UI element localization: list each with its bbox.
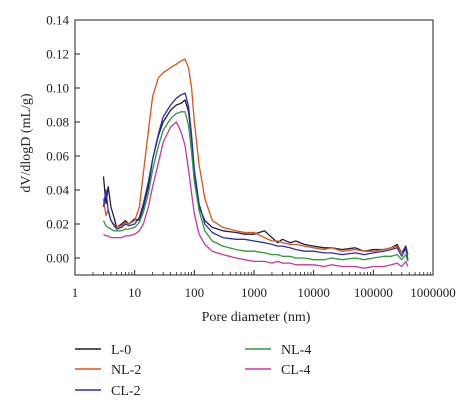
y-tick-label: 0.14 [46,13,69,28]
y-tick-label: 0.10 [46,81,69,96]
series-line-nl-2 [102,58,409,255]
y-tick-label: 0.04 [46,183,69,198]
series-layer [102,58,409,269]
plot-frame [74,19,434,276]
y-tick-label: 0.06 [46,149,69,164]
y-axis-ticks: 0.00 0.02 0.04 0.06 0.08 0.10 0.12 0.14 [46,13,80,266]
x-tick-label: 1 [72,285,79,300]
x-axis-ticks: 1 10 100 1000 10000 100000 1000000 [72,270,456,300]
plot-border [74,19,434,276]
x-tick-label: 1000000 [410,285,456,300]
legend-label: NL-4 [281,343,311,358]
y-tick-label: 0.08 [46,115,69,130]
x-tick-label: 100 [185,285,205,300]
series-line-nl-4 [102,111,409,262]
x-tick-label: 10 [128,285,141,300]
y-tick-label: 0.00 [46,251,69,266]
legend: L-0 NL-2 CL-2 NL-4 CL-4 [75,343,311,399]
x-tick-label: 100000 [354,285,393,300]
series-line-cl-2 [102,92,409,260]
x-axis-label: Pore diameter (nm) [202,310,311,325]
y-tick-label: 0.12 [46,47,69,62]
series-line-cl-4 [103,121,409,269]
legend-label: CL-4 [281,363,311,378]
legend-label: CL-2 [111,384,141,399]
legend-label: NL-2 [111,363,141,378]
x-tick-label: 1000 [241,285,267,300]
y-tick-label: 0.02 [46,217,69,232]
y-axis-label: dV/dlogD (mL/g) [19,93,34,192]
legend-label: L-0 [111,343,131,358]
x-tick-label: 10000 [297,285,330,300]
